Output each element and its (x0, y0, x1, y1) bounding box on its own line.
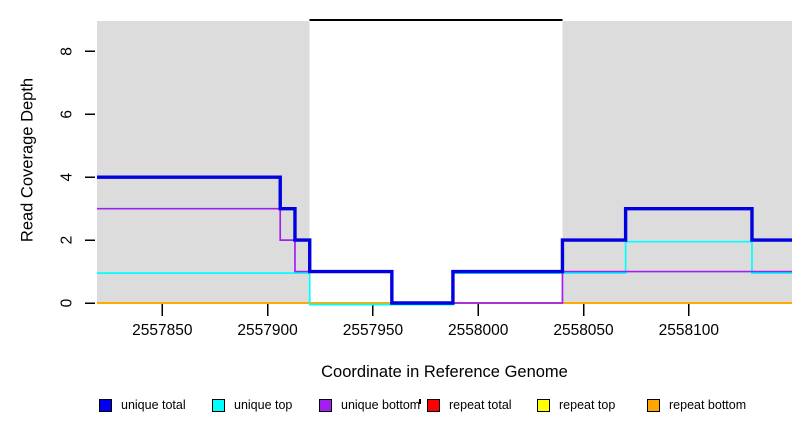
legend-swatch-repeat-top (537, 398, 550, 412)
x-tick-label: 2557950 (343, 322, 404, 339)
legend-label-repeat-total: repeat total (449, 398, 512, 412)
legend-swatch-unique-bottom (319, 398, 332, 412)
legend-label-unique-bottom: unique bottom (341, 398, 421, 412)
x-tick-label: 2557900 (237, 322, 298, 339)
legend-item-unique-bottom: unique bottom (319, 398, 420, 412)
y-tick-label: 8 (58, 47, 75, 56)
legend-item-repeat-total: repeat total (427, 398, 512, 412)
region-gap-white (309, 21, 563, 303)
stray-mark (419, 399, 421, 404)
coverage-chart: 2557850 2557900 2557950 2558000 2558050 25581… (58, 19, 792, 339)
region-shaded-right (562, 21, 792, 303)
legend-label-repeat-top: repeat top (559, 398, 616, 412)
legend-swatch-repeat-bottom (647, 398, 660, 412)
y-tick-label: 6 (58, 110, 75, 119)
y-axis-title: Read Coverage Depth (18, 77, 37, 243)
legend-label-unique-total: unique total (121, 398, 186, 412)
legend-item-repeat-top: repeat top (537, 398, 615, 412)
series-line-unique-total (97, 175, 792, 305)
y-tick-label: 2 (58, 236, 75, 245)
legend-label-repeat-bottom: repeat bottom (669, 398, 747, 412)
legend-swatch-unique-top (212, 398, 225, 412)
legend-swatch-repeat-total (427, 398, 440, 412)
legend-item-unique-top: unique top (212, 398, 292, 412)
y-tick-label: 0 (58, 298, 75, 307)
legend-item-repeat-bottom: repeat bottom (647, 398, 746, 412)
legend-item-unique-total: unique total (99, 398, 186, 412)
x-tick-label: 2558000 (448, 322, 509, 339)
legend-label-unique-top: unique top (234, 398, 293, 412)
x-axis-title: Coordinate in Reference Genome (321, 363, 568, 381)
x-tick-label: 2557850 (132, 322, 193, 339)
x-tick-label: 2558100 (659, 322, 720, 339)
y-tick-label: 4 (58, 173, 75, 182)
region-shaded-left (97, 21, 310, 303)
x-tick-label: 2558050 (553, 322, 614, 339)
legend-swatch-unique-total (99, 398, 112, 412)
